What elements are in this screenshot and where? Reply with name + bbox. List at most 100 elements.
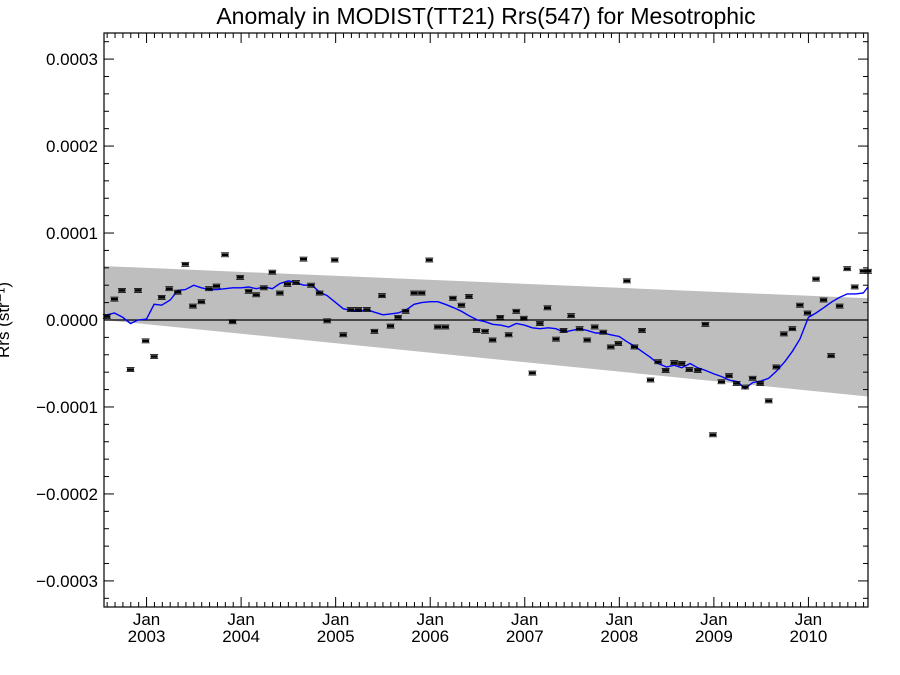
data-point bbox=[252, 292, 261, 298]
data-point bbox=[323, 318, 332, 324]
x-tick-year-label: 2010 bbox=[790, 627, 828, 646]
data-point bbox=[448, 295, 457, 301]
data-point bbox=[512, 308, 521, 314]
data-point bbox=[614, 341, 623, 346]
data-point bbox=[504, 332, 513, 338]
data-point bbox=[441, 324, 450, 330]
data-point bbox=[236, 274, 245, 280]
data-point bbox=[567, 313, 576, 319]
y-tick-label: 0.0001 bbox=[46, 224, 98, 243]
x-tick-month-label: Jan bbox=[606, 610, 633, 629]
data-point bbox=[212, 283, 221, 289]
data-point bbox=[496, 314, 505, 320]
data-point bbox=[835, 303, 844, 309]
data-point bbox=[126, 367, 135, 372]
data-point bbox=[401, 308, 410, 314]
data-point bbox=[481, 328, 490, 334]
data-point bbox=[339, 332, 348, 338]
data-point bbox=[117, 288, 126, 293]
data-point bbox=[150, 354, 159, 359]
y-tick-label: 0.0002 bbox=[46, 137, 98, 156]
data-point bbox=[425, 257, 434, 263]
data-point bbox=[299, 256, 308, 262]
data-point bbox=[827, 353, 836, 359]
data-point bbox=[157, 294, 166, 300]
data-point bbox=[803, 310, 812, 316]
data-point bbox=[528, 370, 537, 376]
data-point bbox=[386, 323, 395, 329]
data-point bbox=[472, 328, 481, 333]
y-tick-label: −0.0003 bbox=[36, 572, 98, 591]
data-point bbox=[283, 281, 292, 287]
data-point bbox=[134, 288, 143, 293]
data-point bbox=[141, 338, 150, 344]
y-tick-label: −0.0001 bbox=[36, 398, 98, 417]
data-point bbox=[583, 337, 592, 343]
x-tick-month-label: Jan bbox=[795, 610, 822, 629]
data-point bbox=[819, 297, 828, 303]
data-point bbox=[575, 326, 584, 332]
data-point bbox=[725, 373, 734, 379]
data-point bbox=[741, 384, 750, 390]
data-point bbox=[638, 328, 647, 333]
y-tick-label: 0.0000 bbox=[46, 311, 98, 330]
data-point bbox=[756, 381, 765, 386]
y-axis-label: Rrs (str⁻¹) bbox=[0, 282, 13, 358]
data-point bbox=[188, 303, 197, 309]
data-point bbox=[488, 337, 497, 343]
data-point bbox=[788, 326, 797, 332]
data-point bbox=[275, 290, 284, 296]
data-points-layer bbox=[102, 252, 872, 438]
data-point bbox=[259, 285, 268, 291]
data-point bbox=[599, 329, 608, 335]
data-point bbox=[661, 368, 670, 373]
data-point bbox=[394, 314, 403, 320]
data-point bbox=[346, 307, 355, 312]
y-tick-label: −0.0002 bbox=[36, 485, 98, 504]
data-point bbox=[764, 398, 773, 404]
x-tick-month-label: Jan bbox=[322, 610, 349, 629]
data-point bbox=[850, 284, 859, 290]
chart-title: Anomaly in MODIST(TT21) Rrs(547) for Mes… bbox=[216, 3, 755, 29]
data-point bbox=[221, 252, 230, 258]
axes-layer: 0.0003 0.0002 0.0001 0.0000 −0.0001 −0.0002 −0… bbox=[36, 32, 869, 646]
data-point bbox=[370, 328, 379, 334]
x-tick-year-label: 2008 bbox=[600, 627, 638, 646]
data-point bbox=[795, 302, 804, 308]
data-point bbox=[693, 368, 702, 373]
data-point bbox=[417, 290, 426, 296]
x-tick-year-label: 2005 bbox=[317, 627, 355, 646]
data-point bbox=[362, 307, 371, 312]
data-point bbox=[268, 269, 277, 275]
data-point bbox=[779, 331, 788, 337]
data-point bbox=[181, 261, 190, 267]
data-point bbox=[315, 290, 324, 296]
data-point bbox=[670, 360, 679, 366]
data-point bbox=[165, 286, 174, 292]
data-point bbox=[433, 324, 442, 330]
data-point bbox=[654, 359, 663, 365]
x-tick-month-label: Jan bbox=[133, 610, 160, 629]
x-tick-month-label: Jan bbox=[227, 610, 254, 629]
data-point bbox=[377, 293, 386, 299]
x-tick-year-label: 2003 bbox=[128, 627, 166, 646]
data-point bbox=[646, 377, 655, 383]
data-point bbox=[708, 432, 717, 438]
data-point bbox=[228, 319, 237, 325]
data-point bbox=[677, 361, 686, 366]
data-point bbox=[330, 257, 339, 263]
data-point bbox=[701, 321, 710, 327]
x-tick-month-label: Jan bbox=[700, 610, 727, 629]
x-tick-month-label: Jan bbox=[511, 610, 538, 629]
data-point bbox=[173, 289, 182, 295]
x-tick-year-label: 2006 bbox=[411, 627, 449, 646]
x-tick-year-label: 2004 bbox=[222, 627, 260, 646]
y-tick-label: 0.0003 bbox=[46, 50, 98, 69]
data-point bbox=[410, 290, 419, 296]
data-point bbox=[630, 344, 639, 350]
data-point bbox=[590, 324, 599, 330]
data-point bbox=[204, 286, 213, 292]
data-point bbox=[543, 305, 552, 311]
data-point bbox=[685, 367, 694, 372]
